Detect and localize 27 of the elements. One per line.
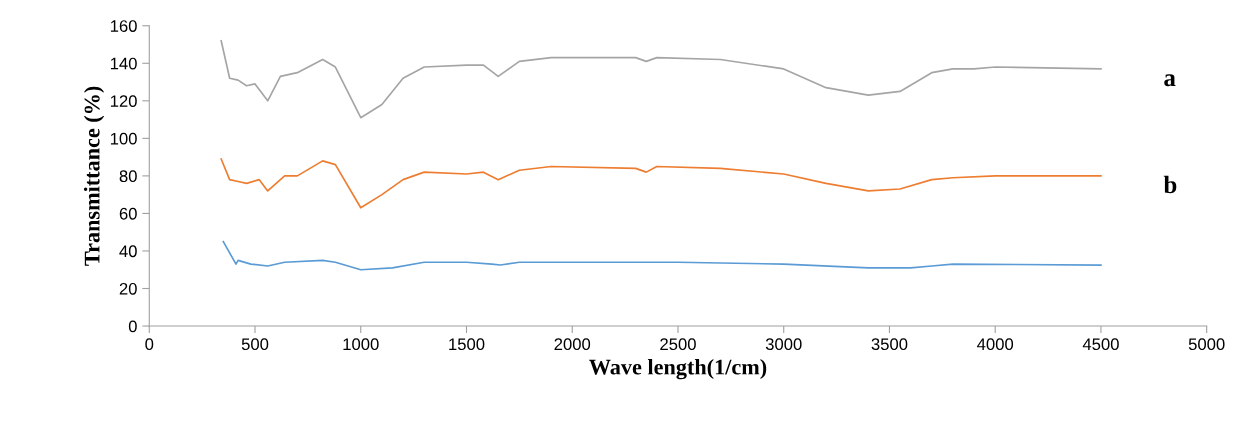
y-tick-label: 140 xyxy=(110,57,137,70)
text: a xyxy=(1164,74,1176,87)
y-tick-label: 20 xyxy=(119,282,137,295)
y-tick-label: 0 xyxy=(128,320,137,333)
y-tick-label: 40 xyxy=(119,245,137,258)
y-tick-label: 80 xyxy=(119,170,137,183)
x-tick-label: 2000 xyxy=(554,338,591,351)
x-tick-label: 2500 xyxy=(660,338,696,351)
y-tick-label: 100 xyxy=(110,132,137,145)
line-series xyxy=(220,39,1102,119)
y-axis-title: Transmittance (%) xyxy=(83,86,105,266)
x-tick-label: 0 xyxy=(145,338,154,351)
x-tick-label: 1500 xyxy=(449,338,485,351)
x-tick-label: 4000 xyxy=(977,338,1014,351)
x-tick-label: 3000 xyxy=(765,338,802,351)
x-tick-label: 500 xyxy=(241,338,269,351)
line-series xyxy=(220,158,1102,209)
x-tick-label: 3500 xyxy=(871,338,908,351)
x-tick-label: 1000 xyxy=(343,338,379,351)
y-tick-label: 60 xyxy=(119,207,137,220)
x-tick-label: 4500 xyxy=(1082,338,1119,351)
x-axis-title: Wave length(1/cm) xyxy=(589,358,767,380)
line-series xyxy=(222,240,1102,271)
y-tick-label: 160 xyxy=(110,20,137,32)
y-tick-label: 120 xyxy=(110,95,137,108)
text: b xyxy=(1163,175,1177,194)
x-tick-label: 5000 xyxy=(1188,338,1225,351)
